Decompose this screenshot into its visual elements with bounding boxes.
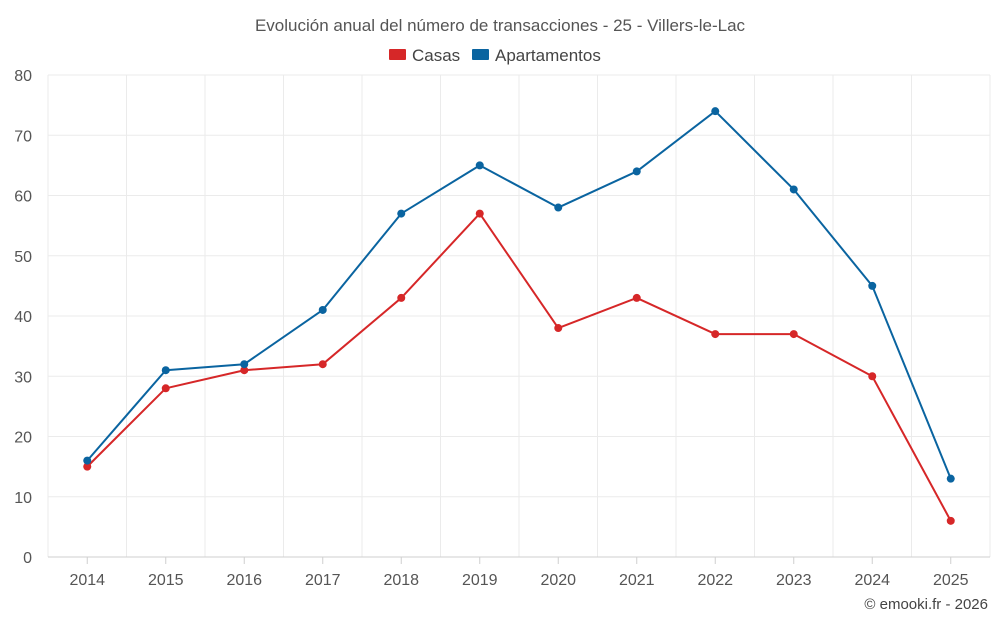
x-tick-label: 2024 <box>854 572 890 589</box>
data-point-apartamentos-2024[interactable] <box>868 281 877 290</box>
x-axis-ticks: 2014 2015 2016 2017 2018 2019 2020 2021 2022 2023… <box>69 557 969 589</box>
data-point-casas-2020[interactable] <box>554 324 563 333</box>
credit-text: © emooki.fr - 2026 <box>864 596 988 613</box>
x-tick-label: 2017 <box>305 572 341 589</box>
x-tick-label: 2023 <box>776 572 812 589</box>
data-point-apartamentos-2017[interactable] <box>318 305 327 314</box>
x-tick-label: 2025 <box>933 572 969 589</box>
data-point-apartamentos-2018[interactable] <box>397 209 406 218</box>
data-point-apartamentos-2022[interactable] <box>711 107 720 116</box>
legend: Casas Apartamentos <box>389 46 601 65</box>
data-point-casas-2019[interactable] <box>475 209 484 218</box>
data-point-apartamentos-2020[interactable] <box>554 203 563 212</box>
x-tick-label: 2019 <box>462 572 498 589</box>
x-tick-label: 2021 <box>619 572 655 589</box>
data-point-apartamentos-2015[interactable] <box>161 366 170 375</box>
x-tick-label: 2016 <box>226 572 262 589</box>
legend-label: Casas <box>412 46 460 65</box>
y-tick-label: 70 <box>14 128 32 145</box>
data-point-apartamentos-2023[interactable] <box>789 185 798 194</box>
data-point-apartamentos-2019[interactable] <box>475 161 484 170</box>
data-point-casas-2014[interactable] <box>83 462 92 471</box>
y-tick-label: 20 <box>14 430 32 447</box>
series-apartamentos <box>83 107 955 483</box>
series-layer <box>83 107 955 525</box>
y-tick-label: 10 <box>14 490 32 507</box>
y-tick-label: 0 <box>23 550 32 567</box>
data-point-apartamentos-2016[interactable] <box>240 360 249 369</box>
series-line-casas <box>86 212 952 522</box>
x-tick-label: 2014 <box>69 572 105 589</box>
x-tick-label: 2022 <box>697 572 733 589</box>
series-casas <box>83 209 955 525</box>
data-point-casas-2021[interactable] <box>632 293 641 302</box>
data-point-casas-2024[interactable] <box>868 372 877 381</box>
legend-item-casas[interactable]: Casas <box>389 46 460 65</box>
legend-swatch <box>389 49 406 60</box>
y-tick-label: 80 <box>14 68 32 85</box>
y-tick-label: 50 <box>14 249 32 266</box>
data-point-casas-2023[interactable] <box>789 330 798 339</box>
x-tick-label: 2015 <box>148 572 184 589</box>
y-axis-ticks: 0 10 20 30 40 50 60 70 80 <box>14 68 32 567</box>
y-tick-label: 30 <box>14 369 32 386</box>
x-tick-label: 2018 <box>383 572 419 589</box>
data-point-casas-2025[interactable] <box>946 516 955 525</box>
data-point-casas-2015[interactable] <box>161 384 170 393</box>
legend-item-apartamentos[interactable]: Apartamentos <box>472 46 601 65</box>
data-point-casas-2018[interactable] <box>397 293 406 302</box>
x-tick-label: 2020 <box>540 572 576 589</box>
data-point-casas-2022[interactable] <box>711 330 720 339</box>
legend-label: Apartamentos <box>495 46 601 65</box>
data-point-casas-2017[interactable] <box>318 360 327 369</box>
series-line-apartamentos <box>86 110 952 480</box>
legend-swatch <box>472 49 489 60</box>
y-tick-label: 40 <box>14 309 32 326</box>
chart-title: Evolución anual del número de transaccio… <box>255 16 746 35</box>
data-point-apartamentos-2014[interactable] <box>83 456 92 465</box>
data-point-apartamentos-2025[interactable] <box>946 474 955 483</box>
data-point-apartamentos-2021[interactable] <box>632 167 641 176</box>
data-point-casas-2016[interactable] <box>240 366 249 375</box>
y-tick-label: 60 <box>14 189 32 206</box>
